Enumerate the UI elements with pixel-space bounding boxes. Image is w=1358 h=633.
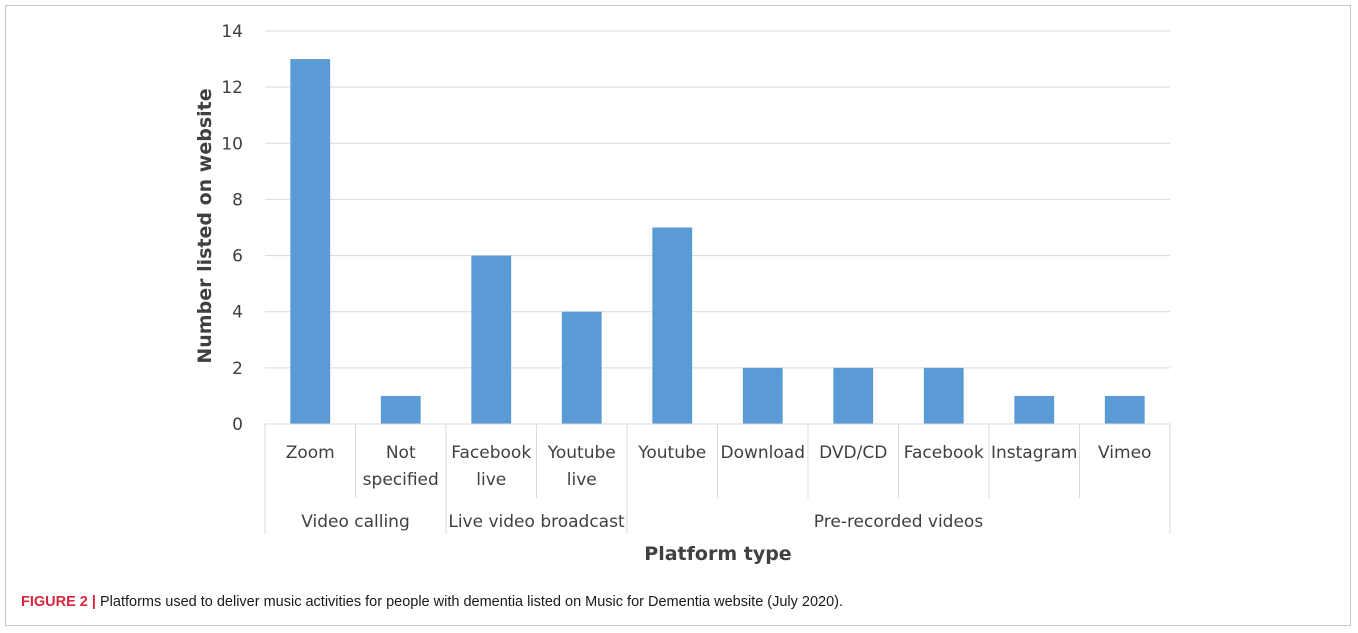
y-tick-label: 12 [221,78,243,98]
y-tick-label: 10 [221,134,243,154]
x-tick-label: Zoom [286,443,335,463]
y-tick-label: 14 [221,22,243,42]
y-axis-title: Number listed on website [194,88,216,363]
y-axis-ticks: 0 2 4 6 8 10 12 14 [221,22,243,435]
figure-caption: FIGURE 2 | Platforms used to deliver mus… [21,594,1321,610]
caption-label: FIGURE 2 | [21,594,96,610]
x-tick-label: DVD/CD [819,443,887,463]
y-tick-label: 0 [232,415,243,435]
x-tick-label: Not [386,443,416,463]
bar [923,367,964,424]
x-group-label: Video calling [301,512,410,532]
x-tick-label: specified [363,470,439,490]
x-group-label: Pre-recorded videos [814,512,984,532]
x-axis-title: Platform type [644,543,791,565]
x-axis: Zoom Not specified Facebook live Youtube live Y… [264,423,1171,534]
x-tick-label: Youtube [637,443,706,463]
bars [290,59,1145,424]
x-tick-label: Youtube [547,443,616,463]
bar [561,311,602,424]
x-tick-label: Facebook [451,443,531,463]
bar [1014,395,1055,424]
bar [290,59,331,424]
y-tick-label: 4 [232,303,243,323]
x-tick-label: Instagram [991,443,1078,463]
bar-chart: 0 2 4 6 8 10 12 14 Zoom Not specified Facebook live… [194,22,1171,565]
gridlines [265,30,1170,369]
bar [1104,395,1145,424]
bar [833,367,874,424]
bar [380,395,421,424]
caption-text: Platforms used to deliver music activiti… [95,594,844,610]
bar [652,227,693,424]
bar [471,255,512,424]
x-tick-label: live [476,470,506,490]
y-tick-label: 8 [232,190,243,210]
y-tick-label: 2 [232,359,243,379]
bar [742,367,783,424]
y-tick-label: 6 [232,247,243,267]
x-group-label: Live video broadcast [448,512,625,532]
x-tick-label: Facebook [904,443,984,463]
x-tick-label: Download [720,443,805,463]
x-tick-label: Vimeo [1098,443,1151,463]
x-tick-label: live [567,470,597,490]
